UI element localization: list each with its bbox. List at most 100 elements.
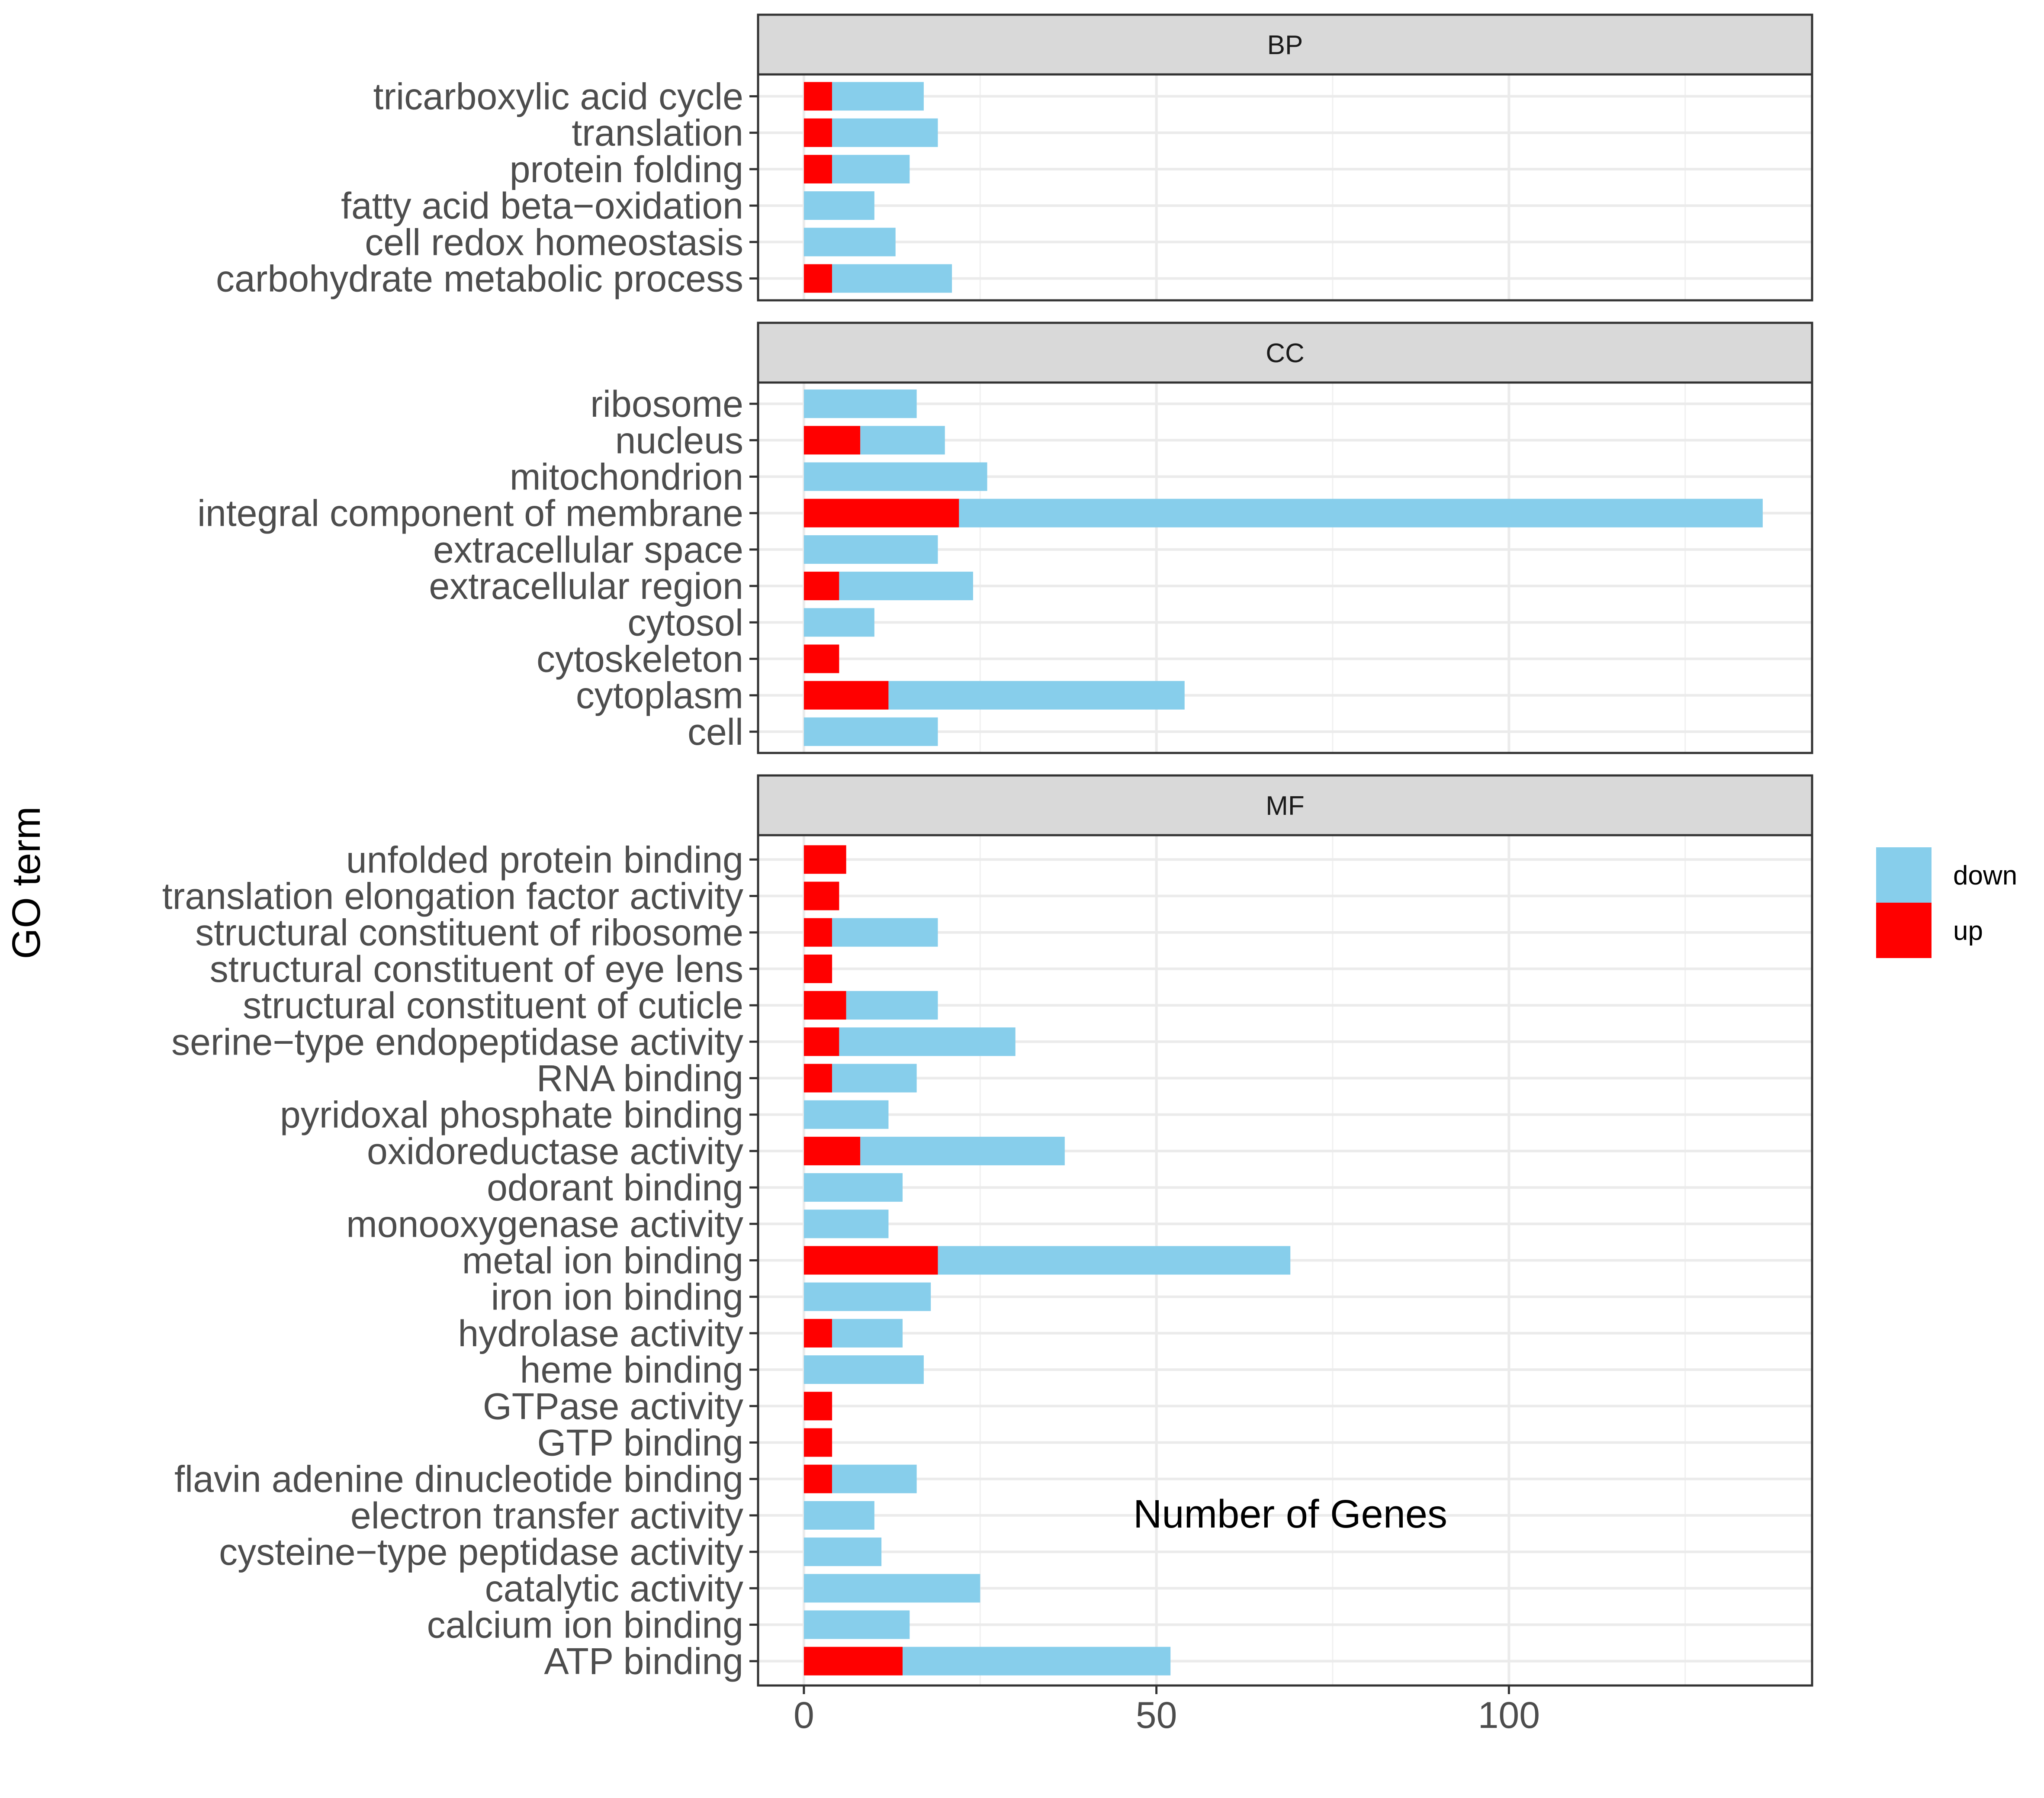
- facet-bp: BP tricarboxylic acid cycletranslationpro…: [216, 13, 1813, 302]
- bar-up-atp-binding: [803, 1647, 903, 1676]
- panel-background: [758, 74, 1812, 300]
- term-label-cell-redox-homeostasis: cell redox homeostasis: [365, 222, 743, 263]
- term-label-extracellular-space: extracellular space: [433, 529, 743, 571]
- bar-up-integral-component-of-membrane: [803, 499, 959, 527]
- bar-down-flavin-adenine-dinucleotide-binding: [832, 1464, 917, 1493]
- bar-down-nucleus: [860, 426, 945, 455]
- legend-swatch-down: [1876, 847, 1932, 903]
- bar-up-oxidoreductase-activity: [803, 1136, 861, 1165]
- term-label-odorant-binding: odorant binding: [487, 1167, 743, 1209]
- facet-strip-label: BP: [1267, 30, 1303, 60]
- term-label-translation: translation: [572, 113, 743, 154]
- term-label-rna-binding: RNA binding: [537, 1058, 743, 1100]
- bar-down-mitochondrion: [803, 462, 987, 491]
- bar-up-gtp-binding: [803, 1428, 832, 1457]
- facet-strip: [757, 774, 1813, 836]
- panel-border: [757, 73, 1813, 302]
- facet-strip-label: MF: [1266, 791, 1305, 821]
- term-label-protein-folding: protein folding: [510, 149, 743, 190]
- term-label-flavin-adenine-dinucleotide-binding: flavin adenine dinucleotide binding: [174, 1459, 743, 1500]
- bar-up-flavin-adenine-dinucleotide-binding: [803, 1464, 832, 1493]
- bar-down-hydrolase-activity: [832, 1319, 903, 1348]
- facet-strip: [757, 322, 1813, 384]
- term-label-metal-ion-binding: metal ion binding: [462, 1240, 743, 1282]
- bar-up-gtpase-activity: [803, 1392, 832, 1421]
- bar-down-serine-type-endopeptidase-activity: [839, 1027, 1016, 1056]
- bar-down-cell-redox-homeostasis: [803, 228, 896, 257]
- panel-border: [757, 834, 1813, 1687]
- bar-down-tricarboxylic-acid-cycle: [832, 82, 924, 111]
- bar-down-structural-constituent-of-ribosome: [832, 918, 938, 947]
- y-axis-title: GO term: [4, 807, 48, 959]
- panel-border: [757, 381, 1813, 754]
- bar-down-catalytic-activity: [803, 1574, 980, 1603]
- term-label-fatty-acid-beta-oxidation: fatty acid beta−oxidation: [341, 185, 743, 227]
- bar-down-fatty-acid-beta-oxidation: [803, 191, 874, 220]
- term-label-atp-binding: ATP binding: [544, 1641, 743, 1682]
- bar-down-integral-component-of-membrane: [959, 499, 1763, 527]
- term-label-nucleus: nucleus: [615, 420, 743, 461]
- bar-down-cytoplasm: [888, 681, 1185, 710]
- term-label-monooxygenase-activity: monooxygenase activity: [346, 1203, 743, 1245]
- facet-strip-label: CC: [1266, 338, 1305, 368]
- bar-up-structural-constituent-of-cuticle: [803, 991, 846, 1020]
- bar-up-cytoplasm: [803, 681, 889, 710]
- term-label-tricarboxylic-acid-cycle: tricarboxylic acid cycle: [373, 76, 743, 118]
- term-label-structural-constituent-of-cuticle: structural constituent of cuticle: [243, 985, 743, 1026]
- bar-down-electron-transfer-activity: [803, 1501, 874, 1530]
- bar-down-cytosol: [803, 608, 874, 637]
- term-label-ribosome: ribosome: [590, 383, 743, 425]
- term-label-cytoplasm: cytoplasm: [576, 675, 743, 717]
- bar-up-tricarboxylic-acid-cycle: [803, 82, 832, 111]
- bar-down-calcium-ion-binding: [803, 1610, 910, 1639]
- bar-up-structural-constituent-of-eye-lens: [803, 954, 832, 983]
- bar-down-atp-binding: [903, 1647, 1171, 1676]
- term-label-iron-ion-binding: iron ion binding: [491, 1277, 743, 1318]
- bar-down-carbohydrate-metabolic-process: [832, 264, 952, 293]
- bar-down-protein-folding: [832, 154, 910, 183]
- facet-strip: [757, 13, 1813, 76]
- legend-swatch-up: [1876, 903, 1932, 958]
- bar-down-extracellular-space: [803, 535, 938, 564]
- bar-up-hydrolase-activity: [803, 1319, 832, 1348]
- bar-down-pyridoxal-phosphate-binding: [803, 1100, 889, 1129]
- bar-down-ribosome: [803, 389, 917, 418]
- bar-up-protein-folding: [803, 154, 832, 183]
- x-tick-label-0: 0: [794, 1695, 814, 1736]
- bar-up-carbohydrate-metabolic-process: [803, 264, 832, 293]
- term-label-cytoskeleton: cytoskeleton: [537, 639, 743, 680]
- x-axis-title: Number of Genes: [1133, 1492, 1447, 1536]
- term-label-unfolded-protein-binding: unfolded protein binding: [346, 839, 743, 881]
- bar-up-extracellular-region: [803, 572, 839, 601]
- legend-label-up: up: [1953, 916, 1983, 946]
- bar-down-cell: [803, 717, 938, 746]
- bar-up-translation-elongation-factor-activity: [803, 881, 839, 910]
- term-label-integral-component-of-membrane: integral component of membrane: [197, 493, 743, 534]
- bar-down-rna-binding: [832, 1064, 917, 1093]
- bar-down-structural-constituent-of-cuticle: [846, 991, 938, 1020]
- term-label-calcium-ion-binding: calcium ion binding: [427, 1605, 743, 1646]
- term-label-extracellular-region: extracellular region: [429, 566, 743, 607]
- bar-down-iron-ion-binding: [803, 1282, 931, 1311]
- bar-down-odorant-binding: [803, 1173, 903, 1202]
- term-label-structural-constituent-of-eye-lens: structural constituent of eye lens: [210, 949, 743, 990]
- term-label-cysteine-type-peptidase-activity: cysteine−type peptidase activity: [219, 1531, 743, 1573]
- bar-down-translation: [832, 118, 938, 147]
- term-label-structural-constituent-of-ribosome: structural constituent of ribosome: [195, 912, 743, 954]
- term-label-gtp-binding: GTP binding: [537, 1422, 744, 1464]
- bar-down-monooxygenase-activity: [803, 1209, 889, 1238]
- x-axis: 0 50 100: [794, 1685, 1540, 1736]
- bar-down-oxidoreductase-activity: [860, 1136, 1065, 1165]
- term-label-mitochondrion: mitochondrion: [510, 457, 743, 498]
- term-label-hydrolase-activity: hydrolase activity: [458, 1313, 743, 1354]
- legend: down up: [1876, 847, 2017, 958]
- term-label-cell: cell: [688, 711, 743, 753]
- term-label-gtpase-activity: GTPase activity: [483, 1386, 743, 1427]
- bar-up-nucleus: [803, 426, 861, 455]
- term-label-electron-transfer-activity: electron transfer activity: [350, 1495, 743, 1537]
- facet-panels: BP tricarboxylic acid cycletranslationpro…: [162, 13, 1813, 1687]
- bar-down-extracellular-region: [839, 572, 973, 601]
- bar-down-cysteine-type-peptidase-activity: [803, 1537, 882, 1566]
